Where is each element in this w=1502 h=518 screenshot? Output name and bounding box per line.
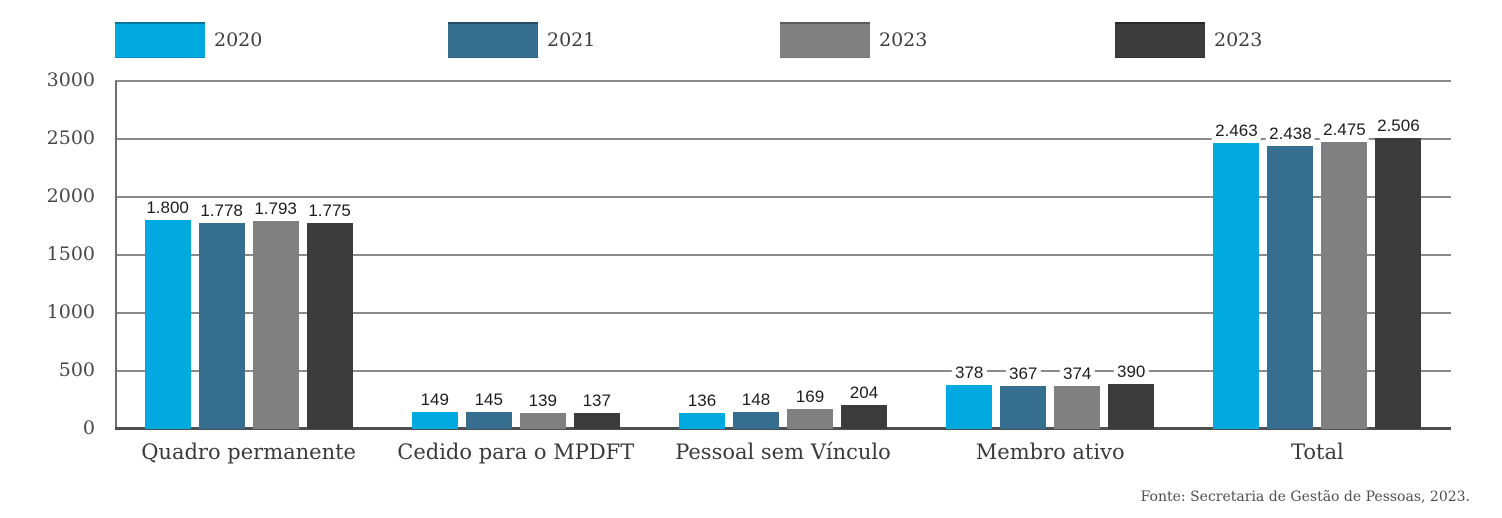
legend-label: 2021 xyxy=(547,29,596,51)
bar-2020-0-cat4: 2.463 xyxy=(1212,121,1261,429)
bar-value-label: 2.438 xyxy=(1266,124,1315,145)
bar-2023-2-cat3: 374 xyxy=(1054,363,1101,429)
bar-2023-2-cat4: 2.475 xyxy=(1320,119,1369,429)
bar-2021-1-cat1: 145 xyxy=(465,390,512,429)
bar-group-4: 2.463 2.438 2.475 2.506 xyxy=(1184,81,1451,429)
legend-label: 2023 xyxy=(879,29,928,51)
legend-swatch xyxy=(448,22,538,58)
y-tick-label-1000: 1000 xyxy=(46,301,95,323)
bar-2023-3-cat3: 390 xyxy=(1108,361,1155,429)
y-tick-label-3000: 3000 xyxy=(46,69,95,91)
bar-2023-2-cat1: 139 xyxy=(519,390,566,429)
bar-2023-2-cat2: 169 xyxy=(786,387,833,429)
gridline-2000 xyxy=(115,196,1451,198)
bar-2023-2-cat0: 1.793 xyxy=(251,199,300,429)
y-tick-label-0: 0 xyxy=(82,417,95,439)
bar-group-0: 1.800 1.778 1.793 1.775 xyxy=(115,81,382,429)
x-category-label-3: Membro ativo xyxy=(975,440,1125,464)
legend-item-3: 2023 xyxy=(1115,22,1262,58)
y-tick-label-1500: 1500 xyxy=(46,243,95,265)
bar-value-label: 1.793 xyxy=(251,199,300,220)
bar-value-label: 139 xyxy=(525,390,560,411)
bar-2023-3-cat1: 137 xyxy=(573,391,620,429)
gridline-2500 xyxy=(115,138,1451,140)
legend: 2020 2021 2023 2023 xyxy=(0,22,1502,58)
bar-group-1: 149 145 139 137 xyxy=(382,81,649,429)
bar-value-label: 374 xyxy=(1060,363,1095,384)
bar-2021-1-cat3: 367 xyxy=(1000,364,1047,429)
legend-label: 2020 xyxy=(214,29,263,51)
bar-2021-1-cat0: 1.778 xyxy=(197,200,246,429)
bar-group-2: 136 148 169 204 xyxy=(649,81,916,429)
bar-group-3: 378 367 374 390 xyxy=(917,81,1184,429)
bar-2021-1-cat4: 2.438 xyxy=(1266,124,1315,429)
bar-value-label: 2.463 xyxy=(1212,121,1261,142)
bar-value-label: 137 xyxy=(579,391,614,412)
legend-label: 2023 xyxy=(1214,29,1263,51)
y-axis-labels: 0 500 1000 1500 2000 2500 3000 xyxy=(0,69,95,439)
x-category-label-1: Cedido para o MPDFT xyxy=(397,440,635,464)
bar-value-label: 2.506 xyxy=(1374,116,1423,137)
y-axis-line xyxy=(115,81,117,429)
x-category-label-2: Pessoal sem Vínculo xyxy=(675,440,891,464)
x-axis-line xyxy=(115,427,1451,430)
legend-item-2: 2023 xyxy=(780,22,927,58)
bar-value-label: 169 xyxy=(792,387,828,408)
y-tick-label-2000: 2000 xyxy=(46,185,95,207)
bar-2021-1-cat2: 148 xyxy=(732,389,779,429)
bar-2020-0-cat0: 1.800 xyxy=(143,198,192,429)
bar-2023-3-cat4: 2.506 xyxy=(1374,116,1423,429)
y-tick-label-2500: 2500 xyxy=(46,127,95,149)
bar-value-label: 2.475 xyxy=(1320,119,1369,140)
bar-value-label: 148 xyxy=(738,389,774,410)
y-tick-label-500: 500 xyxy=(58,359,95,381)
bar-value-label: 136 xyxy=(684,391,720,412)
x-category-label-4: Total xyxy=(1291,440,1344,464)
bar-value-label: 1.775 xyxy=(305,201,354,222)
bar-2023-3-cat2: 204 xyxy=(840,383,887,429)
bar-value-label: 149 xyxy=(417,389,452,410)
bar-2020-0-cat1: 149 xyxy=(411,389,458,429)
legend-swatch xyxy=(780,22,870,58)
legend-swatch xyxy=(1115,22,1205,58)
gridline-500 xyxy=(115,370,1451,372)
bar-value-label: 378 xyxy=(952,363,987,384)
source-note: Fonte: Secretaria de Gestão de Pessoas, … xyxy=(1140,489,1470,505)
legend-swatch xyxy=(115,22,205,58)
bar-2023-3-cat0: 1.775 xyxy=(305,201,354,429)
legend-item-0: 2020 xyxy=(115,22,262,58)
bar-value-label: 367 xyxy=(1006,364,1041,385)
gridline-1000 xyxy=(115,312,1451,314)
bar-2020-0-cat2: 136 xyxy=(678,391,725,429)
plot-area: 1.800 1.778 1.793 1.775 149 145 139 137 136 148 16… xyxy=(115,80,1451,430)
x-axis-labels: Quadro permanente Cedido para o MPDFT Pess… xyxy=(115,440,1451,470)
bar-2020-0-cat3: 378 xyxy=(946,363,993,429)
bar-value-label: 1.778 xyxy=(197,200,246,221)
x-category-label-0: Quadro permanente xyxy=(141,440,356,464)
bar-value-label: 204 xyxy=(846,383,882,404)
bar-value-label: 1.800 xyxy=(143,198,192,219)
gridline-1500 xyxy=(115,254,1451,256)
gridline-3000 xyxy=(115,80,1451,82)
bar-value-label: 390 xyxy=(1114,361,1149,382)
legend-item-1: 2021 xyxy=(448,22,595,58)
bar-value-label: 145 xyxy=(471,390,506,411)
